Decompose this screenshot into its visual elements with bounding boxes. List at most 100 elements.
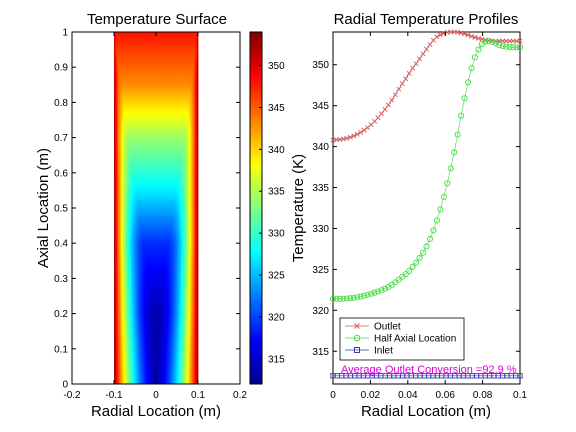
heatmap-cell xyxy=(157,120,160,125)
heatmap-cell xyxy=(116,92,119,97)
heatmap-cell xyxy=(147,108,150,113)
heatmap-cell xyxy=(147,168,150,173)
heatmap-cell xyxy=(174,272,176,277)
heatmap-cell xyxy=(150,248,153,253)
heatmap-cell xyxy=(142,300,144,305)
heatmap-cell xyxy=(153,156,155,161)
heatmap-cell xyxy=(167,80,169,85)
heatmap-cell xyxy=(137,268,140,273)
heatmap-cell xyxy=(143,76,146,81)
heatmap-cell xyxy=(139,176,141,181)
heatmap-cell xyxy=(193,148,196,153)
heatmap-cell xyxy=(114,80,116,85)
heatmap-cell xyxy=(156,288,158,293)
heatmap-cell xyxy=(177,76,179,81)
heatmap-cell xyxy=(188,312,190,317)
heatmap-cell xyxy=(174,240,176,245)
heatmap-cell xyxy=(158,216,161,221)
heatmap-cell xyxy=(185,364,188,369)
heatmap-cell xyxy=(164,260,167,265)
heatmap-cell xyxy=(160,336,162,341)
heatmap-cell xyxy=(125,348,127,353)
heatmap-cell xyxy=(153,200,155,205)
heatmap-cell xyxy=(181,348,183,353)
heatmap-cell xyxy=(116,200,119,205)
heatmap-cell xyxy=(175,176,178,181)
heatmap-cell xyxy=(147,184,150,189)
heatmap-cell xyxy=(130,348,133,353)
heatmap-cell xyxy=(136,356,139,361)
heatmap-cell xyxy=(147,112,150,117)
heatmap-cell xyxy=(139,76,141,81)
heatmap-cell xyxy=(153,112,155,117)
heatmap-cell xyxy=(158,180,161,185)
heatmap-cell xyxy=(185,252,188,257)
heatmap-cell xyxy=(178,320,181,325)
heatmap-cell xyxy=(130,148,133,153)
heatmap-cell xyxy=(161,236,164,241)
heatmap-cell xyxy=(167,188,169,193)
heatmap-cell xyxy=(186,220,189,225)
heatmap-cell xyxy=(133,100,136,105)
heatmap-cell xyxy=(140,68,143,73)
heatmap-cell xyxy=(114,336,116,341)
heatmap-cell xyxy=(170,244,172,249)
heatmap-cell xyxy=(129,312,132,317)
heatmap-cell xyxy=(184,152,186,157)
heatmap-cell xyxy=(161,76,164,81)
heatmap-cell xyxy=(115,232,118,237)
heatmap-cell xyxy=(129,48,132,53)
heatmap-cell xyxy=(196,136,199,141)
heatmap-cell xyxy=(178,168,181,173)
heatmap-cell xyxy=(149,364,151,369)
heatmap-cell xyxy=(178,80,181,85)
heatmap-cell xyxy=(167,208,169,213)
heatmap-cell xyxy=(147,84,150,89)
heatmap-cell xyxy=(167,64,169,69)
heatmap-cell xyxy=(167,200,169,205)
heatmap-cell xyxy=(193,280,196,285)
heatmap-cell xyxy=(151,336,154,341)
heatmap-cell xyxy=(135,52,137,57)
heatmap-cell xyxy=(168,352,171,357)
heatmap-cell xyxy=(158,88,161,93)
heatmap-cell xyxy=(153,60,155,65)
heatmap-cell xyxy=(130,276,133,281)
heatmap-cell xyxy=(114,284,116,289)
heatmap-cell xyxy=(156,356,158,361)
heatmap-cell xyxy=(188,132,190,137)
heatmap-cell xyxy=(126,48,129,53)
heatmap-cell xyxy=(165,216,168,221)
heatmap-cell xyxy=(132,152,134,157)
heatmap-cell xyxy=(191,148,193,153)
heatmap-cell xyxy=(181,148,183,153)
heatmap-cell xyxy=(116,212,119,217)
heatmap-cell xyxy=(126,108,129,113)
heatmap-cell xyxy=(119,236,122,241)
heatmap-cell xyxy=(182,148,185,153)
heatmap-cell xyxy=(116,204,119,209)
heatmap-cell xyxy=(154,104,157,109)
heatmap-cell xyxy=(161,216,164,221)
heatmap-cell xyxy=(136,352,139,357)
heatmap-cell xyxy=(179,256,182,261)
heatmap-cell xyxy=(161,280,164,285)
heatmap-cell xyxy=(118,252,120,257)
heatmap-cell xyxy=(185,64,188,69)
heatmap-cell xyxy=(114,236,116,241)
heatmap-cell xyxy=(189,96,192,101)
heatmap-cell xyxy=(164,244,167,249)
heatmap-cell xyxy=(186,132,189,137)
heatmap-cell xyxy=(163,296,165,301)
heatmap-cell xyxy=(161,256,164,261)
heatmap-cell xyxy=(165,380,168,385)
heatmap-cell xyxy=(195,96,197,101)
heatmap-cell xyxy=(150,100,153,105)
heatmap-cell xyxy=(189,276,192,281)
heatmap-cell xyxy=(196,192,199,197)
heatmap-cell xyxy=(119,120,122,125)
heatmap-cell xyxy=(165,116,168,121)
heatmap-cell xyxy=(144,56,147,61)
heatmap-cell xyxy=(137,288,140,293)
heatmap-cell xyxy=(182,324,185,329)
